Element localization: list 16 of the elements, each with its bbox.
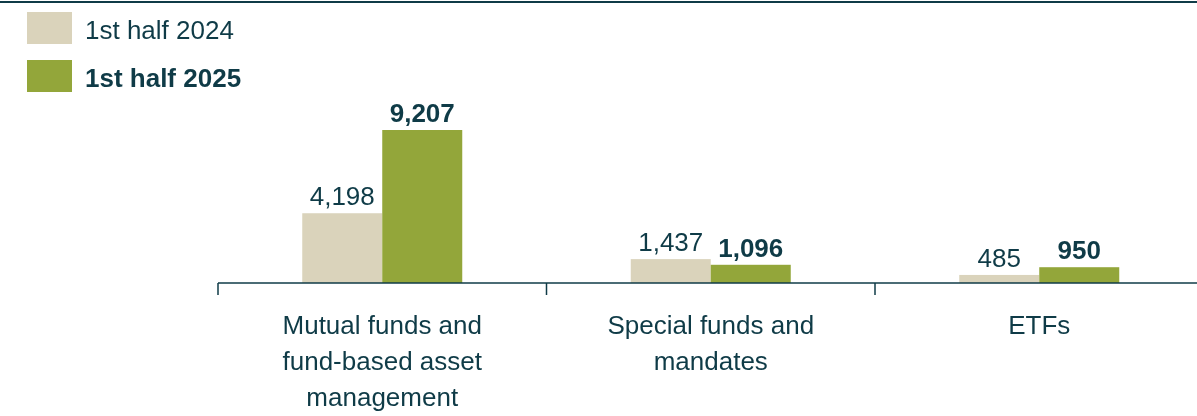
- data-label: 485: [977, 242, 1021, 273]
- data-label: 4,198: [309, 181, 375, 212]
- bar: [630, 259, 711, 283]
- x-tick-label: ETFs: [1008, 310, 1071, 340]
- data-label: 9,207: [389, 98, 455, 128]
- x-tick-label: Special funds and mandates: [607, 310, 815, 376]
- legend-label: 1st half 2024: [85, 15, 234, 45]
- data-label: 1,437: [638, 227, 704, 258]
- data-label: 1,096: [718, 232, 784, 263]
- bar: [382, 130, 463, 283]
- data-label: 950: [1057, 235, 1101, 266]
- bar: [302, 213, 383, 283]
- x-tick-label: Mutual funds and fund-based asset management: [282, 310, 483, 412]
- legend-label: 1st half 2025: [85, 63, 242, 93]
- bar: [710, 264, 791, 283]
- bar: [1039, 267, 1120, 283]
